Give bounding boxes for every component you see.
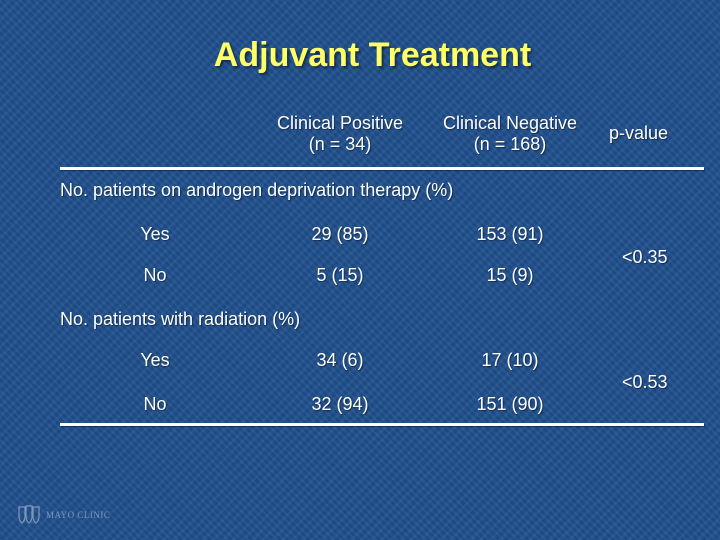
col-header-negative-label: Clinical Negative: [442, 113, 578, 133]
top-rule: [60, 167, 704, 170]
row-rad-no-negative: 151 (90): [476, 394, 544, 414]
row-rad-yes-label: Yes: [140, 350, 170, 370]
section-heading-adt: No. patients on androgen deprivation the…: [60, 180, 454, 200]
row-adt-no-positive: 5 (15): [316, 265, 364, 285]
col-header-negative-n: (n = 168): [473, 134, 547, 154]
mayo-shields-icon: [18, 505, 40, 524]
col-header-positive-label: Clinical Positive: [276, 113, 404, 133]
row-rad-yes-negative: 17 (10): [481, 350, 539, 370]
mayo-clinic-logo: MAYO CLINIC: [18, 505, 110, 525]
col-header-positive: Clinical Positive (n = 34): [255, 113, 425, 155]
row-rad-yes-positive: 34 (6): [316, 350, 364, 370]
slide-title: Adjuvant Treatment: [213, 36, 532, 74]
col-header-positive-n: (n = 34): [308, 134, 372, 154]
pvalue-radiation: <0.53: [622, 372, 668, 392]
logo-text: MAYO CLINIC: [46, 510, 111, 520]
col-header-negative: Clinical Negative (n = 168): [425, 113, 595, 155]
row-adt-no-label: No: [143, 265, 167, 285]
row-adt-no-negative: 15 (9): [486, 265, 534, 285]
row-adt-yes-negative: 153 (91): [476, 224, 544, 244]
row-rad-no-positive: 32 (94): [311, 394, 369, 414]
row-adt-yes-label: Yes: [140, 224, 170, 244]
col-header-pvalue: p-value: [609, 123, 669, 143]
row-rad-no-label: No: [143, 394, 167, 414]
row-adt-yes-positive: 29 (85): [311, 224, 369, 244]
pvalue-adt: <0.35: [622, 247, 668, 267]
section-heading-radiation: No. patients with radiation (%): [60, 309, 301, 329]
bottom-rule: [60, 423, 704, 426]
